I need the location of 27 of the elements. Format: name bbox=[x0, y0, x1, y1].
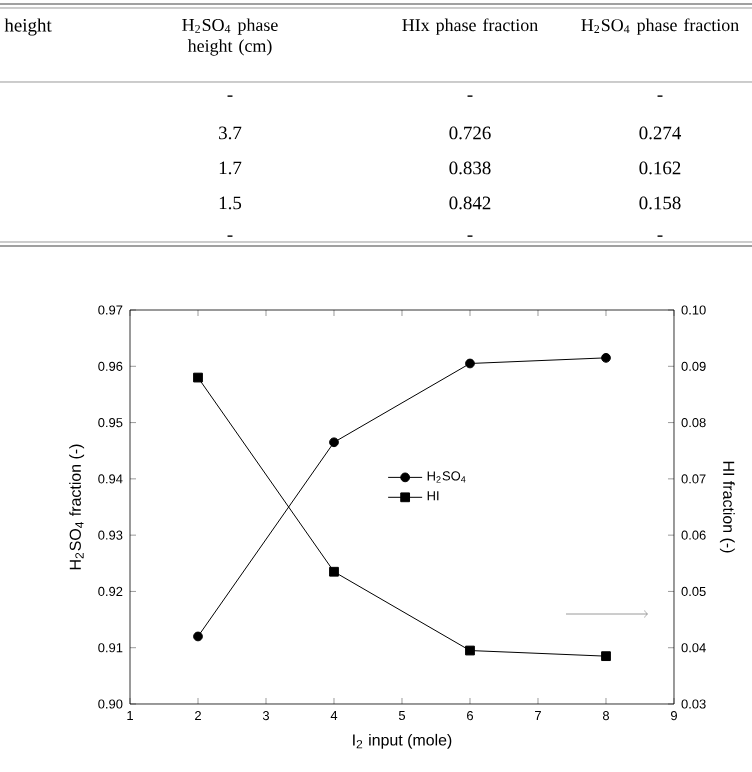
text: - bbox=[657, 235, 663, 237]
text: 1.5 bbox=[219, 196, 242, 210]
point bbox=[193, 372, 203, 383]
text: 0.162 bbox=[639, 161, 681, 175]
text: height bbox=[4, 18, 52, 36]
text: HIx phase fraction bbox=[402, 18, 538, 35]
text: H$_{2}$SO$_{4}$ phase fraction bbox=[581, 18, 739, 35]
text: 1.7 bbox=[219, 161, 242, 175]
text: 0.838 bbox=[449, 161, 491, 175]
point bbox=[465, 358, 475, 369]
text: 3.7 bbox=[219, 126, 242, 140]
point bbox=[193, 631, 203, 642]
point bbox=[329, 437, 339, 448]
text: 0.726 bbox=[449, 126, 491, 140]
point bbox=[601, 352, 611, 363]
point bbox=[601, 651, 611, 662]
text: - bbox=[227, 95, 233, 97]
point bbox=[329, 566, 339, 577]
text: - bbox=[227, 235, 233, 237]
text: 0.158 bbox=[639, 196, 681, 210]
text: - bbox=[467, 95, 473, 97]
text: H$_{2}$SO$_{4}$ phase height (cm) bbox=[182, 18, 278, 56]
text: 0.842 bbox=[449, 196, 491, 210]
text: - bbox=[657, 95, 663, 97]
text: - bbox=[467, 235, 473, 237]
point bbox=[465, 645, 475, 656]
text: 0.274 bbox=[639, 126, 682, 140]
